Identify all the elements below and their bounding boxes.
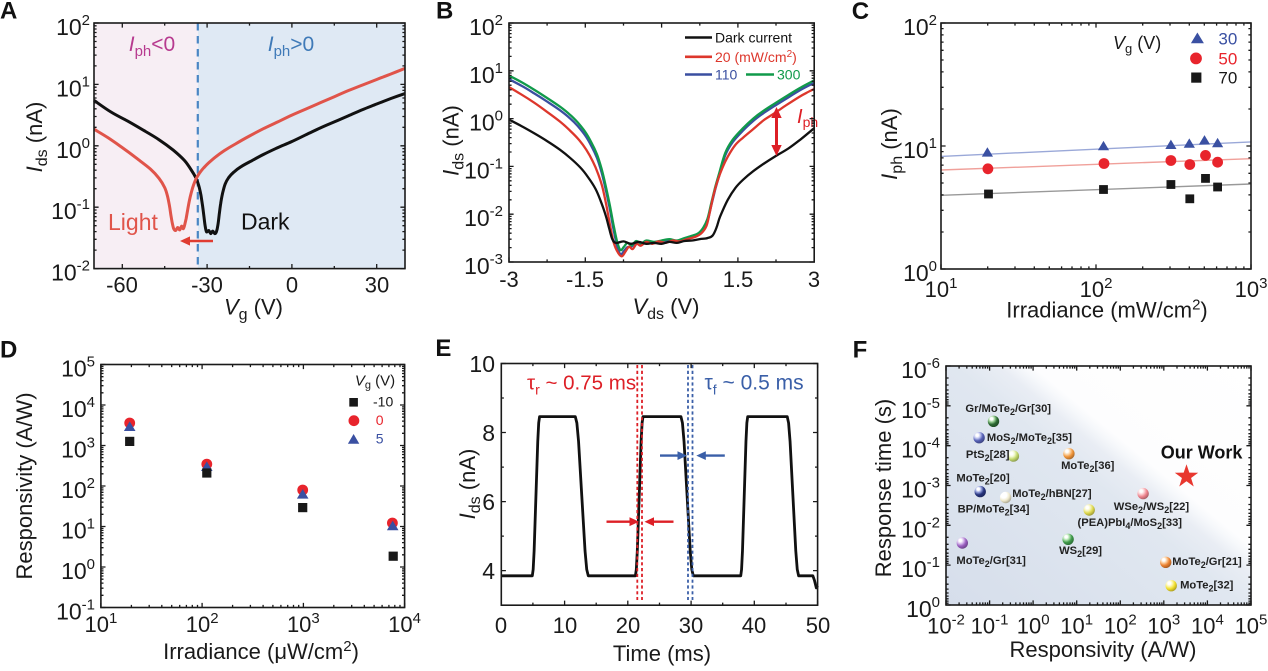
svg-text:10-2: 10-2	[927, 612, 965, 639]
svg-text:50: 50	[1218, 50, 1237, 69]
svg-text:300: 300	[777, 67, 801, 83]
svg-text:30: 30	[679, 613, 703, 638]
svg-text:Vg (V): Vg (V)	[1113, 33, 1161, 56]
svg-text:102: 102	[186, 610, 219, 637]
svg-text:0: 0	[495, 613, 507, 638]
svg-text:-60: -60	[106, 273, 138, 298]
svg-text:τf ~ 0.5 ms: τf ~ 0.5 ms	[705, 371, 804, 397]
svg-text:110: 110	[715, 67, 738, 83]
svg-text:10: 10	[553, 613, 577, 638]
svg-text:8: 8	[482, 420, 495, 446]
svg-text:6: 6	[482, 489, 495, 515]
svg-text:3: 3	[808, 267, 820, 292]
svg-text:0: 0	[376, 412, 384, 428]
svg-text:Ids (nA): Ids (nA)	[22, 102, 51, 173]
svg-text:50: 50	[806, 613, 830, 638]
svg-text:Vds (V): Vds (V)	[632, 294, 699, 323]
svg-text:104: 104	[388, 610, 421, 637]
svg-text:C: C	[852, 0, 869, 25]
svg-text:Response time (s): Response time (s)	[871, 399, 896, 578]
svg-text:B: B	[436, 0, 453, 25]
svg-text:10-1: 10-1	[971, 612, 1009, 639]
svg-text:10-1: 10-1	[56, 597, 95, 625]
svg-text:-10: -10	[373, 394, 393, 410]
svg-text:10: 10	[469, 351, 495, 377]
svg-text:E: E	[435, 335, 451, 362]
svg-text:5: 5	[376, 430, 384, 446]
svg-text:Light: Light	[108, 209, 158, 235]
svg-text:10-6: 10-6	[901, 355, 940, 383]
svg-text:MoS2/MoTe2[35]: MoS2/MoTe2[35]	[987, 432, 1072, 446]
svg-text:MoTe2/Gr[31]: MoTe2/Gr[31]	[956, 555, 1026, 569]
svg-text:-30: -30	[191, 273, 223, 298]
svg-text:10-1: 10-1	[464, 155, 503, 183]
svg-text:(PEA)PbI4/MoS2[33]: (PEA)PbI4/MoS2[33]	[1078, 517, 1183, 531]
svg-text:Time (ms): Time (ms)	[613, 641, 711, 666]
svg-text:101: 101	[56, 73, 90, 101]
svg-text:Irradiance (μW/cm2): Irradiance (μW/cm2)	[163, 638, 359, 664]
svg-text:-1.5: -1.5	[566, 267, 604, 292]
svg-text:PtS2[28]: PtS2[28]	[966, 449, 1010, 463]
svg-text:WS2[29]: WS2[29]	[1059, 545, 1102, 559]
svg-text:A: A	[0, 0, 17, 25]
svg-text:70: 70	[1218, 69, 1237, 88]
svg-text:Iph (nA): Iph (nA)	[877, 108, 906, 180]
svg-text:0: 0	[656, 267, 668, 292]
svg-text:MoTe2[36]: MoTe2[36]	[1061, 460, 1115, 474]
svg-text:Responsivity (A/W): Responsivity (A/W)	[12, 392, 37, 579]
svg-text:20: 20	[616, 613, 640, 638]
svg-text:F: F	[853, 337, 868, 364]
svg-text:BP/MoTe2[34]: BP/MoTe2[34]	[958, 504, 1030, 518]
svg-text:D: D	[0, 337, 17, 364]
svg-text:30: 30	[1218, 30, 1237, 49]
svg-text:Irradiance (mW/cm2): Irradiance (mW/cm2)	[1006, 297, 1207, 323]
svg-text:102: 102	[1104, 612, 1137, 639]
svg-text:Vg (V): Vg (V)	[224, 295, 283, 324]
svg-text:WSe2/WS2[22]: WSe2/WS2[22]	[1114, 501, 1190, 515]
svg-text:0: 0	[286, 273, 298, 298]
svg-text:Vg (V): Vg (V)	[355, 373, 395, 392]
svg-text:MoTe2/hBN[27]: MoTe2/hBN[27]	[1012, 488, 1092, 502]
svg-text:MoTe2[20]: MoTe2[20]	[956, 473, 1010, 487]
svg-text:Gr/MoTe2/Gr[30]: Gr/MoTe2/Gr[30]	[965, 403, 1051, 417]
svg-text:10-2: 10-2	[51, 258, 90, 286]
svg-text:Dark current: Dark current	[715, 30, 792, 46]
svg-text:-3: -3	[499, 267, 519, 292]
svg-text:101: 101	[903, 135, 937, 163]
svg-text:MoTe2/Gr[21]: MoTe2/Gr[21]	[1172, 556, 1242, 570]
svg-text:τr ~ 0.75 ms: τr ~ 0.75 ms	[527, 371, 636, 397]
svg-text:Responsivity (A/W): Responsivity (A/W)	[1009, 637, 1196, 662]
svg-text:Ids (nA): Ids (nA)	[455, 449, 484, 520]
svg-text:MoTe2[32]: MoTe2[32]	[1180, 579, 1234, 593]
svg-text:1.5: 1.5	[723, 267, 754, 292]
svg-text:Iph>0: Iph>0	[268, 33, 314, 60]
svg-text:30: 30	[365, 273, 389, 298]
svg-text:Our Work: Our Work	[1161, 443, 1244, 463]
svg-text:20 (mW/cm2): 20 (mW/cm2)	[715, 49, 797, 65]
svg-text:Dark: Dark	[241, 209, 290, 235]
svg-text:Ids (nA): Ids (nA)	[439, 105, 468, 176]
svg-text:4: 4	[482, 558, 495, 584]
svg-text:40: 40	[742, 613, 766, 638]
svg-text:Iph<0: Iph<0	[129, 33, 175, 60]
